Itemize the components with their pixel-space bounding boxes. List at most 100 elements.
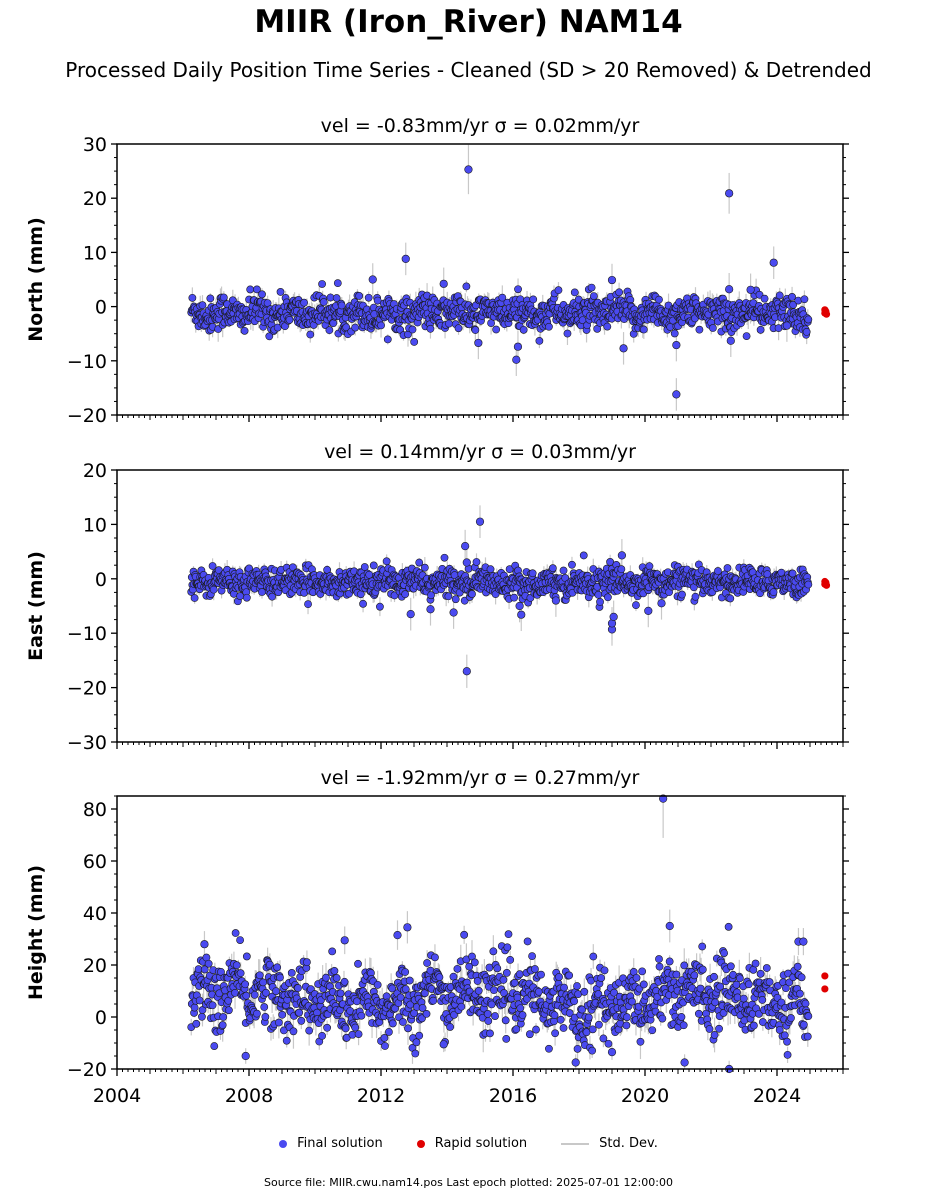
final-solution-point xyxy=(341,1024,350,1033)
final-solution-point xyxy=(242,991,251,1000)
final-solution-point xyxy=(373,296,382,305)
final-solution-point xyxy=(802,327,811,336)
final-solution-point xyxy=(470,958,479,967)
final-solution-point xyxy=(410,338,419,346)
final-solution-point xyxy=(504,930,513,939)
final-solution-point xyxy=(242,593,251,602)
final-solution-point xyxy=(491,1012,499,1020)
final-solution-point xyxy=(383,335,392,344)
final-solution-point xyxy=(655,295,663,304)
final-solution-outlier xyxy=(406,610,415,619)
final-solution-point xyxy=(462,282,471,291)
final-solution-point xyxy=(422,1009,431,1018)
final-solution-point xyxy=(516,1004,525,1013)
final-solution-point xyxy=(385,1028,393,1036)
y-tick-label: −10 xyxy=(67,623,107,645)
final-solution-point xyxy=(204,959,213,968)
final-solution-point xyxy=(258,290,266,299)
y-tick-label: 20 xyxy=(83,188,107,210)
final-solution-point xyxy=(318,1031,326,1040)
final-solution-point xyxy=(330,967,339,975)
final-solution-point xyxy=(440,553,449,562)
final-solution-point xyxy=(695,325,704,334)
final-solution-point xyxy=(352,997,361,1006)
final-solution-point xyxy=(555,973,563,981)
final-solution-point xyxy=(563,329,572,338)
final-solution-outlier xyxy=(769,258,778,267)
final-solution-point xyxy=(501,1016,510,1025)
final-solution-point xyxy=(287,968,296,977)
final-solution-point xyxy=(300,298,309,307)
north-axes-frame xyxy=(116,143,844,416)
final-solution-point xyxy=(198,301,207,310)
final-solution-point xyxy=(219,293,228,302)
final-solution-point xyxy=(548,564,557,573)
final-solution-point xyxy=(423,959,431,967)
final-solution-point xyxy=(360,563,369,571)
final-solution-outlier xyxy=(517,610,526,619)
height-panel-title: vel = -1.92mm/yr σ = 0.27mm/yr xyxy=(321,767,640,789)
final-solution-point xyxy=(208,562,217,570)
final-solution-point xyxy=(775,291,784,300)
final-solution-point xyxy=(241,980,250,989)
final-solution-point xyxy=(460,930,469,939)
final-solution-point xyxy=(431,953,439,962)
final-solution-point xyxy=(528,952,536,961)
final-solution-point xyxy=(276,973,284,982)
final-solution-point xyxy=(190,594,199,602)
final-solution-point xyxy=(445,319,453,328)
final-solution-point xyxy=(570,997,579,1006)
final-solution-point xyxy=(274,1018,283,1027)
final-solution-point xyxy=(435,973,444,982)
final-solution-point xyxy=(589,292,598,300)
final-solution-point xyxy=(210,1042,219,1050)
final-solution-point xyxy=(329,319,338,328)
final-solution-point xyxy=(579,551,588,560)
final-solution-point xyxy=(278,1010,287,1019)
y-tick-label: 30 xyxy=(83,134,107,156)
final-solution-point xyxy=(587,283,596,292)
final-solution-point xyxy=(489,947,498,956)
final-solution-point xyxy=(305,1026,314,1035)
final-solution-point xyxy=(411,1049,420,1058)
final-solution-point xyxy=(255,971,264,980)
final-solution-point xyxy=(246,285,255,294)
final-solution-outlier xyxy=(726,336,735,345)
final-solution-outlier xyxy=(782,321,792,330)
final-solution-point xyxy=(670,329,679,338)
final-solution-point xyxy=(550,1011,559,1020)
final-solution-point xyxy=(568,560,576,569)
final-solution-point xyxy=(506,955,515,964)
final-solution-outlier xyxy=(644,606,653,615)
final-solution-point xyxy=(551,1029,560,1038)
final-solution-point xyxy=(240,326,249,335)
final-solution-point xyxy=(405,976,414,985)
final-solution-point xyxy=(556,1015,565,1024)
final-solution-point xyxy=(594,590,603,599)
final-solution-point xyxy=(208,1001,217,1010)
final-solution-point xyxy=(788,293,796,301)
final-solution-point xyxy=(340,977,349,986)
final-solution-point xyxy=(535,337,544,345)
final-solution-point xyxy=(454,324,463,333)
final-solution-point xyxy=(364,293,373,302)
final-solution-point xyxy=(502,969,511,977)
final-solution-point xyxy=(369,561,378,570)
final-solution-point xyxy=(333,279,342,288)
final-solution-point xyxy=(534,987,543,996)
final-solution-point xyxy=(453,964,462,973)
final-solution-outlier xyxy=(368,275,377,284)
height-series xyxy=(187,794,829,1074)
final-solution-outlier xyxy=(464,165,473,174)
final-solution-point xyxy=(570,288,579,297)
final-solution-outlier xyxy=(449,608,458,617)
final-solution-point xyxy=(377,321,385,330)
final-solution-point xyxy=(259,978,268,987)
final-solution-point xyxy=(351,1023,360,1032)
final-solution-point xyxy=(559,566,568,575)
y-tick-label: 10 xyxy=(83,514,107,536)
final-solution-point xyxy=(493,964,502,973)
final-solution-point xyxy=(188,293,197,302)
y-tick-label: 20 xyxy=(83,460,107,482)
final-solution-point xyxy=(306,330,315,339)
